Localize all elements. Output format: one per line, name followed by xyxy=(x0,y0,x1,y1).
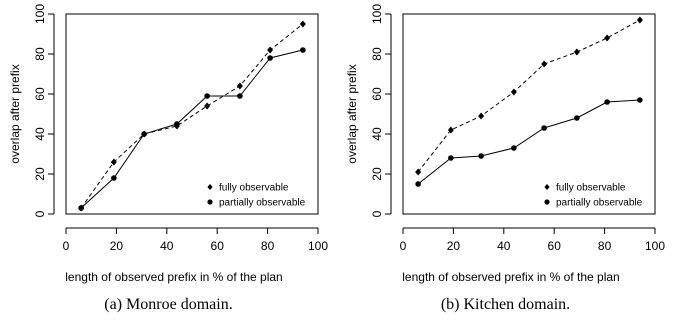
y-tick-label: 60 xyxy=(370,87,384,101)
data-point-diamond xyxy=(573,48,580,56)
legend-label: fully observable xyxy=(219,183,289,194)
y-tick-label: 20 xyxy=(33,167,47,181)
x-tick-label: 60 xyxy=(548,239,562,253)
data-point-circle xyxy=(237,93,243,99)
chart-kitchen: 0 20 40 60 80 100 0 20 40 60 80 100 length of observ… xyxy=(345,4,665,284)
series-line-fully-observable xyxy=(417,19,641,173)
data-point-circle xyxy=(604,99,610,105)
data-point-diamond xyxy=(636,16,643,24)
y-tick-label: 40 xyxy=(33,127,47,141)
data-point-circle xyxy=(511,145,517,151)
plot-frame xyxy=(65,13,319,215)
data-point-circle xyxy=(78,205,84,211)
series-line-partially-observable xyxy=(80,49,303,209)
data-point-circle xyxy=(415,181,421,187)
x-tick-label: 80 xyxy=(261,239,275,253)
x-tick-label: 80 xyxy=(598,239,612,253)
legend-label: partially observable xyxy=(219,198,306,209)
data-point-circle xyxy=(541,125,547,131)
x-tick-label: 0 xyxy=(400,239,407,253)
data-point-diamond xyxy=(267,46,274,54)
data-point-circle xyxy=(267,55,273,61)
data-point-circle xyxy=(448,155,454,161)
y-tick-label: 80 xyxy=(370,47,384,61)
x-tick-label: 20 xyxy=(447,239,461,253)
legend-label: partially observable xyxy=(556,198,643,209)
data-point-diamond xyxy=(478,112,485,120)
data-point-diamond xyxy=(299,20,306,28)
x-tick-label: 0 xyxy=(63,239,70,253)
data-point-diamond xyxy=(415,168,422,176)
y-tick-label: 80 xyxy=(33,47,47,61)
data-point-circle xyxy=(478,153,484,159)
data-point-circle xyxy=(111,175,117,181)
data-point-diamond xyxy=(604,34,611,42)
data-point-diamond xyxy=(204,102,211,110)
y-axis-label: overlap after prefix xyxy=(345,64,359,163)
data-point-circle xyxy=(141,131,147,137)
data-point-diamond xyxy=(110,158,117,166)
legend-marker-diamond xyxy=(544,184,550,190)
chart-monroe: 0 20 40 60 80 100 0 20 40 60 80 100 length of observ… xyxy=(8,4,328,284)
data-point-circle xyxy=(574,115,580,121)
legend-label: fully observable xyxy=(556,183,626,194)
data-point-diamond xyxy=(510,88,517,96)
data-point-diamond xyxy=(541,60,548,68)
x-tick-label: 40 xyxy=(160,239,174,253)
y-tick-label: 100 xyxy=(33,4,47,24)
data-point-circle xyxy=(174,121,180,127)
caption-kitchen: (b) Kitchen domain. xyxy=(440,296,571,313)
panel-kitchen: 0 20 40 60 80 100 0 20 40 60 80 100 length of observ… xyxy=(337,0,674,332)
x-tick-label: 100 xyxy=(645,239,665,253)
data-point-circle xyxy=(204,93,210,99)
data-point-diamond xyxy=(236,82,243,90)
y-tick-label: 0 xyxy=(370,210,384,217)
data-point-circle xyxy=(300,47,306,53)
legend-marker-circle xyxy=(544,199,550,205)
legend-marker-diamond xyxy=(207,184,213,190)
y-tick-label: 100 xyxy=(370,4,384,24)
x-tick-label: 60 xyxy=(211,239,225,253)
panel-monroe: 0 20 40 60 80 100 0 20 40 60 80 100 length of observ… xyxy=(0,0,337,332)
x-axis-label: length of observed prefix in % of the pl… xyxy=(402,270,619,284)
series-line-fully-observable xyxy=(80,23,304,209)
plot-frame xyxy=(402,13,656,215)
legend-marker-circle xyxy=(207,199,213,205)
x-axis-label: length of observed prefix in % of the pl… xyxy=(65,270,282,284)
y-axis-label: overlap after prefix xyxy=(8,64,22,163)
x-tick-label: 20 xyxy=(110,239,124,253)
series-line-partially-observable xyxy=(417,99,640,185)
y-tick-label: 60 xyxy=(33,87,47,101)
data-point-diamond xyxy=(447,126,454,134)
x-tick-label: 100 xyxy=(308,239,328,253)
caption-monroe: (a) Monroe domain. xyxy=(104,296,233,313)
y-tick-label: 20 xyxy=(370,167,384,181)
y-tick-label: 0 xyxy=(33,210,47,217)
y-tick-label: 40 xyxy=(370,127,384,141)
x-tick-label: 40 xyxy=(497,239,511,253)
data-point-circle xyxy=(637,97,643,103)
